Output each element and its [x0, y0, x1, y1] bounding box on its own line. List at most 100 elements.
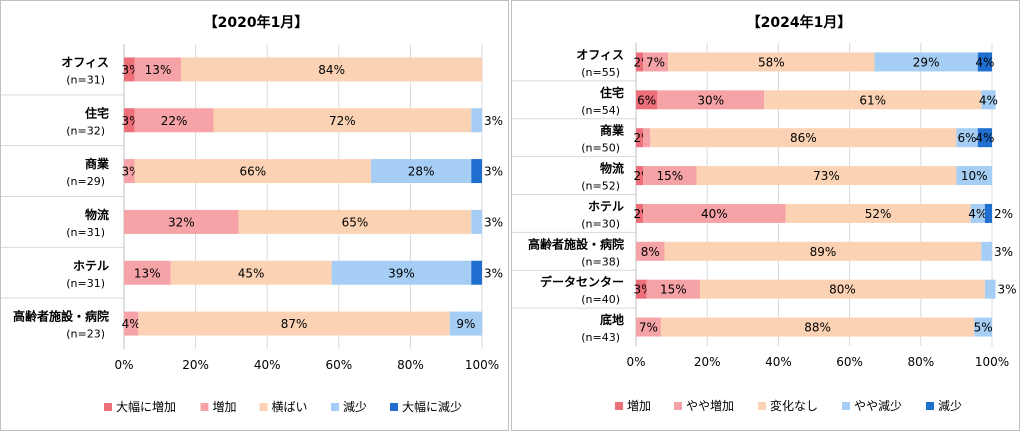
data-label: 40% — [701, 207, 728, 221]
legend-swatch — [331, 403, 339, 411]
data-label: 80% — [829, 283, 856, 297]
category-n-label: (n=32) — [66, 124, 105, 137]
data-label: 2% — [994, 207, 1013, 221]
bar-segment — [238, 209, 472, 234]
data-label: 28% — [408, 165, 435, 179]
chart-title: 【2020年1月】 — [204, 14, 309, 31]
legend-swatch — [842, 402, 850, 410]
x-tick-label: 20% — [694, 355, 721, 369]
category-label: ホテル — [73, 259, 109, 273]
bar-segment — [124, 159, 135, 184]
bar-segment — [124, 260, 171, 285]
data-label: 88% — [804, 321, 831, 335]
x-tick-label: 20% — [182, 358, 209, 372]
category-n-label: (n=43) — [581, 331, 620, 344]
bar-segment — [471, 108, 482, 133]
data-label: 22% — [161, 114, 188, 128]
data-label: 3% — [484, 165, 503, 179]
bar-segment — [981, 90, 996, 110]
bar-segment — [956, 128, 978, 148]
category-label: 商業 — [85, 156, 110, 171]
bar-segment — [449, 311, 482, 336]
bar-segment — [643, 128, 651, 148]
data-label: 5% — [974, 321, 993, 335]
data-label: 45% — [238, 266, 265, 280]
bar-segment — [874, 52, 978, 72]
data-label: 30% — [697, 93, 724, 107]
bar-segment — [636, 166, 644, 186]
category-label: オフィス — [61, 55, 109, 69]
data-label: 8% — [641, 245, 660, 259]
data-label: 39% — [388, 266, 415, 280]
data-label: 73% — [813, 169, 840, 183]
chart-2024-svg: 【2024年1月】 0% 20% 40% 60% 80% 100% オフィス (n=55) 2% 7… — [512, 14, 1017, 413]
bar-segment — [668, 52, 875, 72]
data-label: 4% — [122, 317, 141, 331]
legend-label: 変化なし — [770, 398, 818, 413]
category-n-label: (n=29) — [66, 175, 105, 188]
data-label: 10% — [961, 169, 988, 183]
data-label: 65% — [342, 215, 369, 229]
data-label: 3% — [994, 245, 1013, 259]
bar-segment — [636, 203, 644, 223]
bar-segment — [371, 159, 472, 184]
bar-segment — [471, 209, 482, 234]
bar-segment — [650, 128, 957, 148]
bar-segment — [636, 317, 661, 337]
bar-segment — [785, 203, 971, 223]
bar-segment — [331, 260, 472, 285]
data-label: 3% — [484, 266, 503, 280]
bar-segment — [636, 241, 665, 261]
bar-segment — [471, 159, 482, 184]
bar-segment — [643, 52, 669, 72]
data-label: 32% — [168, 215, 195, 229]
category-n-label: (n=31) — [66, 73, 105, 86]
data-label: 3% — [998, 283, 1017, 297]
data-label: 3% — [484, 114, 503, 128]
category-n-label: (n=38) — [581, 255, 620, 268]
data-label: 84% — [318, 63, 345, 77]
legend-label: 増加 — [213, 400, 237, 414]
data-label: 58% — [758, 55, 785, 69]
bar-segment — [981, 241, 992, 261]
category-n-label: (n=50) — [581, 142, 620, 155]
bar-segment — [956, 166, 992, 186]
legend-label: 減少 — [938, 398, 962, 413]
bar-segment — [181, 57, 482, 82]
data-label: 87% — [281, 317, 308, 331]
data-label: 9% — [456, 317, 475, 331]
x-tick-label: 40% — [765, 355, 792, 369]
x-tick-label: 100% — [465, 358, 499, 372]
bar-segment — [764, 90, 982, 110]
bar-segment — [977, 128, 992, 148]
category-label: 住宅 — [85, 105, 109, 120]
data-label: 13% — [145, 63, 172, 77]
data-label: 4% — [975, 131, 994, 145]
bar-segment — [636, 52, 644, 72]
data-label: 86% — [790, 131, 817, 145]
data-label: 4% — [975, 55, 994, 69]
bar-segment — [124, 57, 135, 82]
x-tick-label: 80% — [397, 358, 424, 372]
category-label: 高齢者施設・病院 — [528, 236, 624, 251]
data-label: 4% — [968, 207, 987, 221]
data-label: 72% — [329, 114, 356, 128]
bar-segment — [134, 108, 214, 133]
bar-segment — [636, 279, 647, 299]
bar-segment — [134, 159, 372, 184]
bar-segment — [657, 90, 765, 110]
bar-segment — [700, 279, 985, 299]
category-n-label: (n=40) — [581, 293, 620, 306]
bar-segment — [636, 128, 644, 148]
category-n-label: (n=31) — [66, 226, 105, 239]
chart-panel-2024: 【2024年1月】 0% 20% 40% 60% 80% 100% オフィス (n=55) 2% 7… — [511, 0, 1020, 431]
legend-label: 横ばい — [272, 400, 308, 414]
legend-swatch — [104, 403, 112, 411]
data-label: 13% — [134, 266, 161, 280]
data-label: 6% — [958, 131, 977, 145]
x-tick-label: 60% — [836, 355, 863, 369]
bar-segment — [643, 166, 697, 186]
data-label: 89% — [810, 245, 837, 259]
x-tick-label: 40% — [254, 358, 281, 372]
x-tick-label: 0% — [114, 358, 133, 372]
